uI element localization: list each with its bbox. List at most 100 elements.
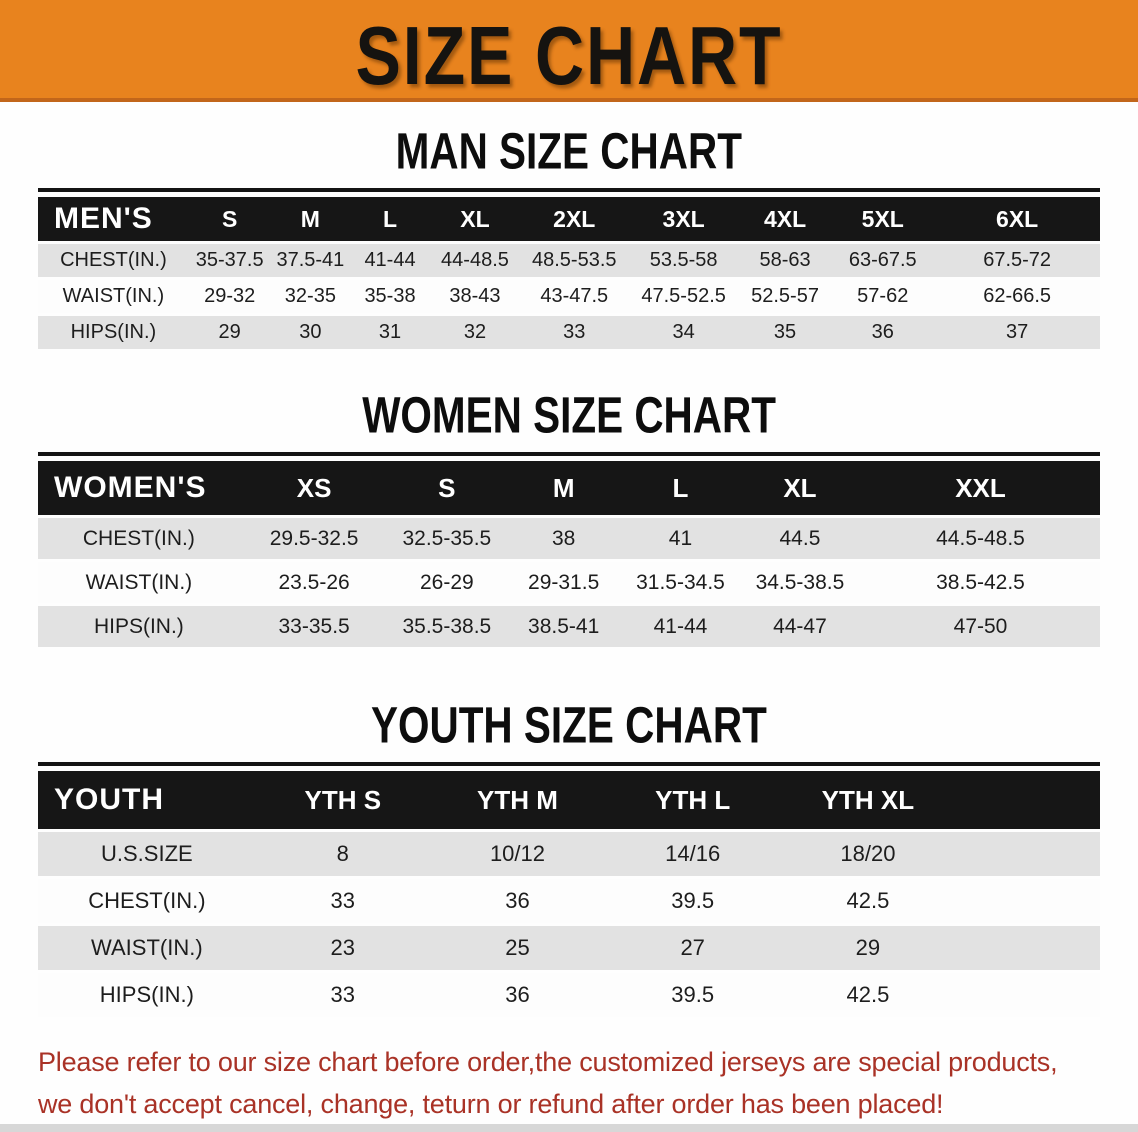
size-value: 23.5-26: [239, 562, 389, 603]
size-value: 35: [738, 316, 832, 349]
row-label: WAIST(IN.): [38, 280, 189, 313]
measurement-row: CHEST(IN.) 33 36 39.5 42.5: [38, 879, 1100, 923]
size-column-header: 5XL: [831, 197, 935, 241]
size-value: 33: [255, 879, 430, 923]
size-value: 35-38: [350, 280, 430, 313]
mens-size-table: MEN'S S M L XL 2XL 3XL 4XL 5XL 6XL CHEST(IN.) 35-37…: [38, 194, 1100, 352]
size-value: 36: [831, 316, 935, 349]
size-value: 67.5-72: [934, 244, 1100, 277]
size-column-header: 3XL: [628, 197, 739, 241]
measurement-row: WAIST(IN.) 23.5-26 26-29 29-31.5 31.5-34.5 34…: [38, 562, 1100, 603]
bottom-strip: [0, 1124, 1138, 1132]
size-column-header: 4XL: [738, 197, 832, 241]
table-group-label: WOMEN'S: [38, 461, 240, 515]
size-value: 57-62: [831, 280, 935, 313]
size-value: 25: [429, 926, 606, 970]
size-value: 29: [188, 316, 271, 349]
women-section-title-text: WOMEN SIZE CHART: [362, 386, 776, 444]
size-value: 32.5-35.5: [388, 518, 506, 559]
row-label: CHEST(IN.): [38, 518, 240, 559]
measurement-row: WAIST(IN.) 29-32 32-35 35-38 38-43 43-47.5 47.…: [38, 280, 1100, 313]
size-value: 34.5-38.5: [738, 562, 861, 603]
size-column-header: XS: [239, 461, 389, 515]
size-header-row: WOMEN'S XS S M L XL XXL: [38, 461, 1100, 515]
size-value: 39.5: [605, 879, 781, 923]
size-value: 30: [270, 316, 351, 349]
size-value: 37.5-41: [270, 244, 351, 277]
size-value: 26-29: [388, 562, 506, 603]
size-value: 48.5-53.5: [520, 244, 629, 277]
disclaimer-line-1: Please refer to our size chart before or…: [38, 1047, 1058, 1077]
size-value: 39.5: [605, 973, 781, 1017]
size-value: 18/20: [780, 832, 956, 876]
size-value: 42.5: [780, 973, 956, 1017]
size-value: 44.5: [738, 518, 861, 559]
size-value: 63-67.5: [831, 244, 935, 277]
size-column-header: S: [388, 461, 506, 515]
size-column-header: XXL: [861, 461, 1100, 515]
banner-title: SIZE CHART: [356, 8, 783, 103]
size-value: 14/16: [605, 832, 781, 876]
disclaimer-line-2: we don't accept cancel, change, teturn o…: [38, 1088, 944, 1119]
size-value: 33-35.5: [239, 606, 389, 647]
size-value: 53.5-58: [628, 244, 739, 277]
banner-title-text: SIZE CHART: [355, 9, 783, 103]
size-column-header: YTH XL: [780, 771, 956, 829]
row-label: CHEST(IN.): [38, 244, 189, 277]
size-value: 38-43: [429, 280, 521, 313]
size-value: 41-44: [622, 606, 739, 647]
youth-section-title: YOUTH SIZE CHART: [0, 696, 1138, 753]
size-value: 32-35: [270, 280, 351, 313]
size-value: 44.5-48.5: [861, 518, 1100, 559]
size-value: 42.5: [780, 879, 956, 923]
size-column-header: 6XL: [934, 197, 1100, 241]
size-value: 41-44: [350, 244, 430, 277]
size-value: 38.5-42.5: [861, 562, 1100, 603]
row-label: WAIST(IN.): [38, 926, 256, 970]
size-value: 44-48.5: [429, 244, 521, 277]
size-value: 47-50: [861, 606, 1100, 647]
size-value: 33: [255, 973, 430, 1017]
row-label: CHEST(IN.): [38, 879, 256, 923]
size-column-header: YTH L: [605, 771, 781, 829]
size-column-header: XL: [429, 197, 521, 241]
man-section-title-text: MAN SIZE CHART: [395, 122, 743, 180]
man-section-title: MAN SIZE CHART: [0, 122, 1138, 180]
mens-size-table-wrap: MEN'S S M L XL 2XL 3XL 4XL 5XL 6XL CHEST(IN.) 35-37…: [38, 188, 1100, 352]
size-column-header: YTH S: [255, 771, 430, 829]
row-label: HIPS(IN.): [38, 316, 189, 349]
row-label: U.S.SIZE: [38, 832, 256, 876]
filler-cell: [955, 832, 1100, 876]
size-column-header: L: [622, 461, 739, 515]
size-value: 38.5-41: [505, 606, 623, 647]
womens-size-table-wrap: WOMEN'S XS S M L XL XXL CHEST(IN.) 29.5-32.5 32.5…: [38, 452, 1100, 650]
table-top-rule: [38, 762, 1100, 766]
women-section-title: WOMEN SIZE CHART: [0, 386, 1138, 444]
size-value: 36: [429, 879, 606, 923]
measurement-row: HIPS(IN.) 33-35.5 35.5-38.5 38.5-41 41-44 44-…: [38, 606, 1100, 647]
womens-size-table: WOMEN'S XS S M L XL XXL CHEST(IN.) 29.5-32.5 32.5…: [38, 458, 1100, 650]
size-column-header: 2XL: [520, 197, 629, 241]
filler-cell: [955, 771, 1100, 829]
measurement-row: WAIST(IN.) 23 25 27 29: [38, 926, 1100, 970]
size-value: 27: [605, 926, 781, 970]
size-value: 29.5-32.5: [239, 518, 389, 559]
size-column-header: YTH M: [429, 771, 606, 829]
size-value: 29: [780, 926, 956, 970]
size-value: 8: [255, 832, 430, 876]
size-value: 10/12: [429, 832, 606, 876]
row-label: HIPS(IN.): [38, 973, 256, 1017]
size-value: 23: [255, 926, 430, 970]
measurement-row: HIPS(IN.) 33 36 39.5 42.5: [38, 973, 1100, 1017]
size-value: 37: [934, 316, 1100, 349]
size-value: 29-31.5: [505, 562, 623, 603]
table-group-label: MEN'S: [38, 197, 189, 241]
measurement-row: HIPS(IN.) 29 30 31 32 33 34 35 36 37: [38, 316, 1100, 349]
table-group-label: YOUTH: [38, 771, 256, 829]
table-top-rule: [38, 452, 1100, 456]
disclaimer: Please refer to our size chart before or…: [38, 1042, 1100, 1126]
size-value: 31: [350, 316, 430, 349]
size-value: 33: [520, 316, 629, 349]
size-value: 32: [429, 316, 521, 349]
